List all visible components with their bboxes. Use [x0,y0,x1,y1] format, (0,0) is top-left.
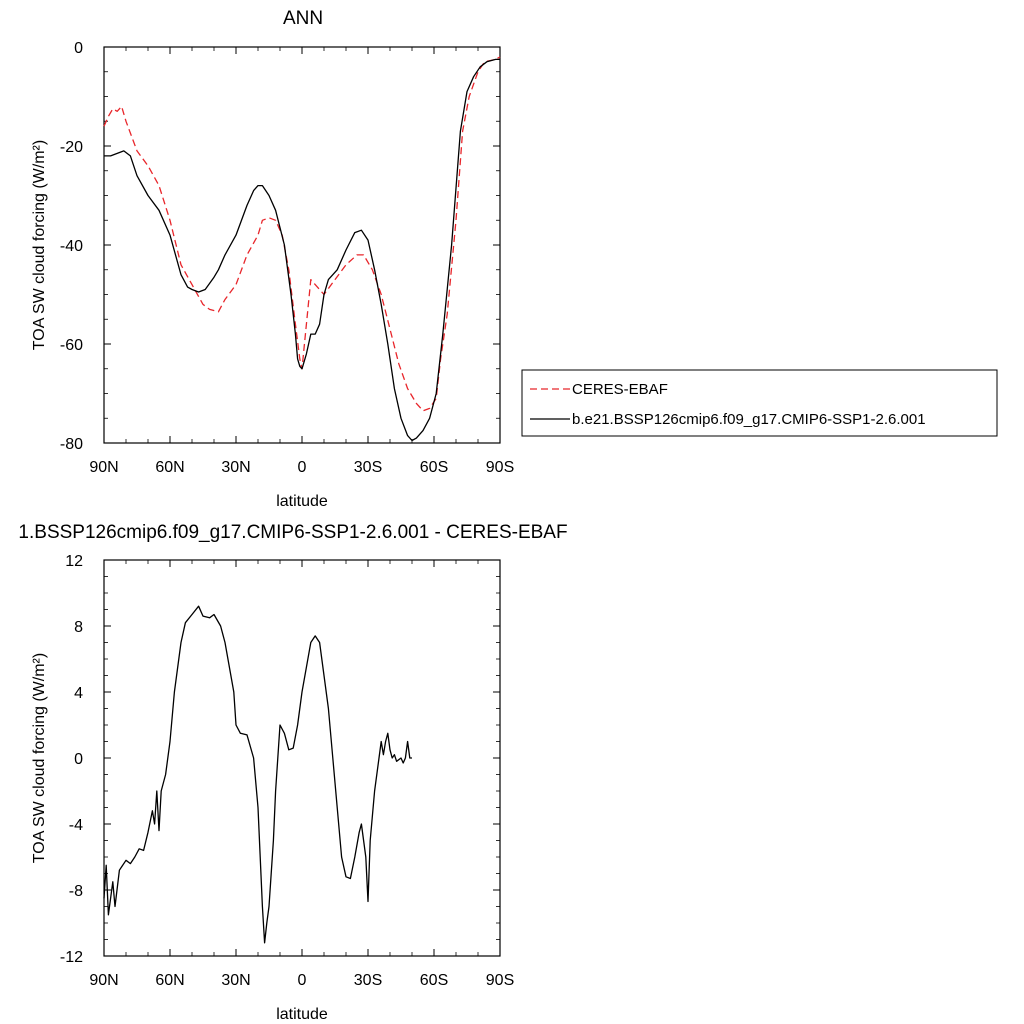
top-plot: 90N 60N 30N 0 30S 60S 90S 0 -20 -40 -60 -80 latitude… [31,40,998,510]
top-x-axis-label: latitude [276,493,328,510]
top-xtick-label: 90S [486,459,514,476]
bottom-xtick-label: 60N [155,972,184,989]
bottom-xtick-label: 60S [420,972,448,989]
top-xtick-label: 30N [221,459,250,476]
top-legend-label: CERES-EBAF [572,381,668,398]
top-plot-frame [103,46,501,444]
bottom-ytick-label: 0 [74,751,83,768]
bottom-x-axis-label: latitude [276,1006,328,1023]
top-legend-label: b.e21.BSSP126cmip6.f09_g17.CMIP6-SSP1-2.… [572,411,926,428]
top-legend-box [521,369,998,437]
top-xtick-label: 60N [155,459,184,476]
bottom-plot: 90N 60N 30N 0 30S 60S 90S 12 8 4 0 -4 -8 -12 latitude T… [31,553,514,1023]
bottom-chart-title: 1.BSSP126cmip6.f09_g17.CMIP6-SSP1-2.6.00… [18,522,567,543]
bottom-xtick-label: 30S [354,972,382,989]
top-xtick-label: 0 [298,459,307,476]
top-series-line-0 [103,56,501,412]
bottom-ytick-label: -12 [60,949,83,966]
bottom-ytick-label: -4 [69,817,83,834]
top-series-line-1 [104,58,500,442]
top-xtick-label: 90N [89,459,118,476]
bottom-series-line-0 [103,605,412,944]
top-ytick-label: -80 [60,436,83,453]
bottom-ytick-label: -8 [69,883,83,900]
bottom-xtick-label: 90N [89,972,118,989]
bottom-xtick-label: 30N [221,972,250,989]
top-ytick-label: -20 [60,139,83,156]
top-ytick-label: -40 [60,238,83,255]
bottom-ytick-label: 4 [74,685,83,702]
top-xtick-label: 30S [354,459,382,476]
bottom-xtick-label: 0 [298,972,307,989]
bottom-y-axis-label: TOA SW cloud forcing (W/m²) [31,653,48,863]
bottom-ytick-label: 12 [65,553,83,570]
bottom-plot-frame [103,559,501,957]
top-ytick-label: 0 [74,40,83,57]
top-xtick-label: 60S [420,459,448,476]
top-ytick-label: -60 [60,337,83,354]
bottom-xtick-label: 90S [486,972,514,989]
top-y-axis-label: TOA SW cloud forcing (W/m²) [31,140,48,350]
bottom-ytick-label: 8 [74,619,83,636]
top-chart-title: ANN [283,8,323,29]
